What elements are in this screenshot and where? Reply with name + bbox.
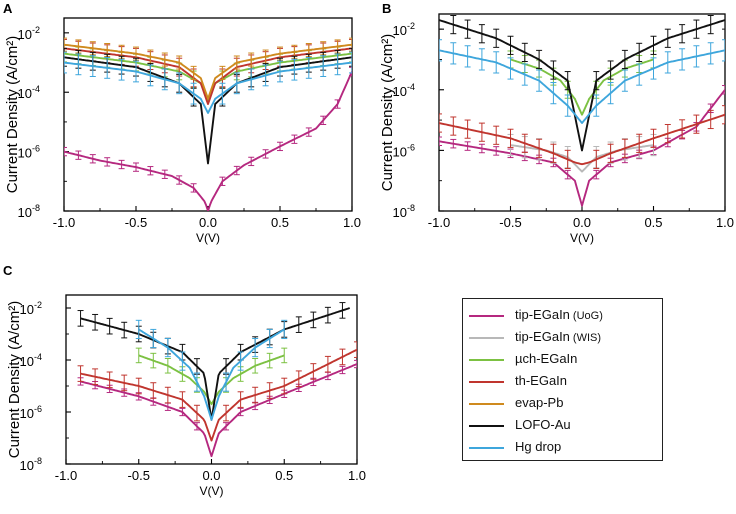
legend-label: tip-EGaIn (UoG) — [515, 307, 603, 322]
y-tick-label: 10-2 — [20, 300, 42, 317]
series-line-th-egain — [64, 47, 352, 105]
panel-label: C — [3, 263, 13, 278]
y-tick-label: 10-6 — [18, 144, 40, 161]
legend-item: th-EGaIn — [463, 372, 662, 392]
y-tick-label: 10-6 — [20, 404, 42, 421]
x-tick-label: 1.0 — [348, 468, 366, 483]
legend-swatch — [469, 425, 504, 427]
x-tick-label: 0.5 — [271, 215, 289, 230]
x-tick-label: -1.0 — [428, 215, 450, 230]
legend-label: th-EGaIn — [515, 373, 568, 388]
series-group — [439, 14, 725, 207]
y-tick-label: 10-4 — [20, 352, 42, 369]
panel-label: B — [382, 1, 391, 16]
legend-swatch — [469, 359, 504, 361]
legend-item: tip-EGaIn (UoG) — [463, 306, 662, 326]
series-line-hg-drop — [64, 61, 352, 114]
series-line-hg-drop — [439, 49, 725, 124]
x-tick-label: 0.0 — [573, 215, 591, 230]
legend-label: evap-Pb — [515, 395, 564, 410]
x-tick-label: 0.0 — [202, 468, 220, 483]
legend-item: evap-Pb — [463, 394, 662, 414]
x-tick-label: -0.5 — [128, 468, 150, 483]
y-tick-label: 10-8 — [393, 203, 415, 220]
series-line-lofo-au — [439, 19, 725, 152]
legend-swatch — [469, 315, 504, 317]
legend-swatch — [469, 381, 504, 383]
legend-item: µch-EGaIn — [463, 350, 662, 370]
legend-swatch — [469, 337, 504, 339]
legend-label: Hg drop — [515, 439, 562, 454]
series-group — [77, 302, 357, 458]
x-tick-label: -0.5 — [499, 215, 521, 230]
x-tick-label: 0.0 — [199, 215, 217, 230]
series-line-tip-egain-uog- — [64, 71, 352, 211]
series-group — [64, 37, 352, 211]
x-tick-label: -1.0 — [55, 468, 77, 483]
panel-c: C -1.0 -0.5 0.0 0.5 1.0 V(V) 10-8 10-6 10-4 10-2Cu… — [3, 263, 366, 498]
series-line-lofo-au — [80, 307, 351, 421]
x-tick-label: 0.5 — [644, 215, 662, 230]
x-axis-label: V(V) — [200, 484, 224, 498]
y-tick-label: 10-8 — [18, 203, 40, 220]
legend-swatch — [469, 447, 504, 449]
x-tick-label: -0.5 — [125, 215, 147, 230]
series-line--ch-egain — [510, 58, 654, 116]
legend-item: Hg drop — [463, 438, 662, 458]
panel-a: A -1.0 -0.5 0.0 0.5 1.0 V(V) 10-8 10-6 10-4 10-2Cu… — [3, 1, 361, 245]
series-line-th-egain — [439, 113, 725, 166]
y-tick-label: 10-8 — [20, 456, 42, 473]
legend-swatch — [469, 403, 504, 405]
series-line-hg-drop — [138, 328, 285, 421]
x-axis-label: V(V) — [570, 231, 594, 245]
y-tick-label: 10-4 — [393, 82, 415, 99]
y-tick-label: 10-6 — [393, 142, 415, 159]
series-line-evap-pb — [64, 43, 352, 100]
series-line-tip-egain-uog- — [80, 363, 357, 458]
series-line-lofo-au — [64, 56, 352, 165]
y-tick-label: 10-2 — [393, 21, 415, 38]
x-tick-label: -1.0 — [53, 215, 75, 230]
legend-label: tip-EGaIn (WIS) — [515, 329, 602, 344]
y-axis-label: Current Density (A/cm²) — [6, 301, 23, 459]
legend-item: tip-EGaIn (WIS) — [463, 328, 662, 348]
legend-item: LOFO-Au — [463, 416, 662, 436]
x-axis-label: V(V) — [196, 231, 220, 245]
y-axis-label: Current Density (A/cm²) — [4, 36, 21, 194]
x-tick-label: 1.0 — [343, 215, 361, 230]
series-line-tip-egain-uog- — [439, 89, 725, 207]
legend-label: µch-EGaIn — [515, 351, 578, 366]
panel-label: A — [3, 1, 13, 16]
y-tick-label: 10-4 — [18, 84, 40, 101]
legend-box: tip-EGaIn (UoG) tip-EGaIn (WIS) µch-EGaIn … — [462, 298, 663, 461]
panel-b: B -1.0 -0.5 0.0 0.5 1.0 V(V) 10-8 10-6 10-4 10-2Cu… — [379, 1, 734, 245]
series-line-tip-egain-wis- — [510, 144, 654, 173]
y-axis-label: Current Density (A/cm²) — [379, 34, 396, 192]
x-tick-label: 0.5 — [275, 468, 293, 483]
y-tick-label: 10-2 — [18, 25, 40, 42]
series-line-th-egain — [80, 348, 357, 442]
series-line--ch-egain — [138, 354, 285, 406]
x-tick-label: 1.0 — [716, 215, 734, 230]
legend-label: LOFO-Au — [515, 417, 571, 432]
